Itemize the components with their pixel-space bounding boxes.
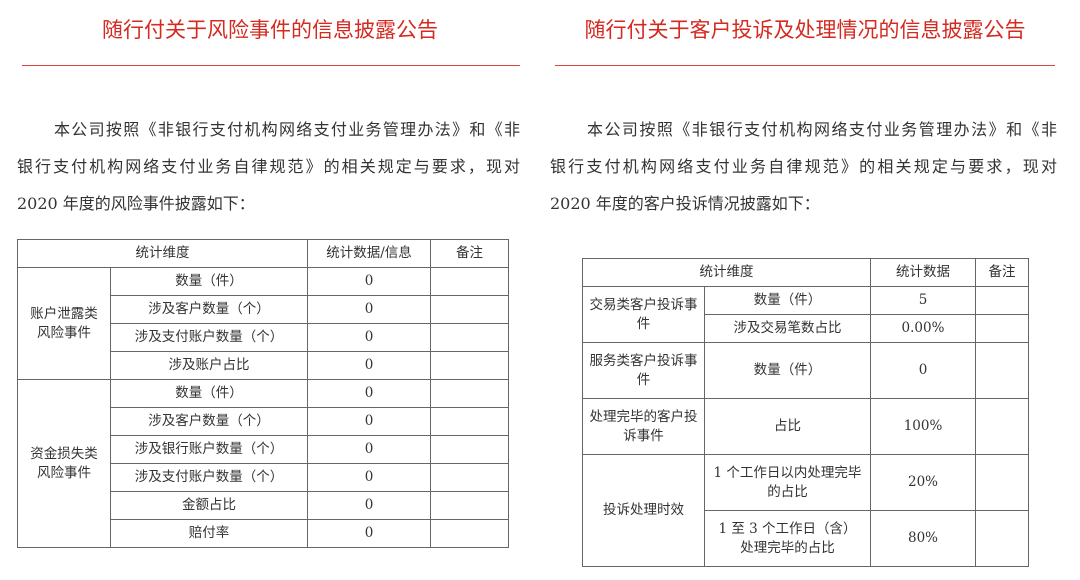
row-value: 0 — [307, 463, 431, 492]
row-item: 涉及客户数量（个） — [110, 295, 308, 324]
row-item: 涉及交易笔数占比 — [704, 314, 871, 343]
row-value: 0 — [870, 342, 976, 399]
table-row: 账户泄露类风险事件 数量（件） 0 — [17, 267, 509, 380]
row-item: 1 个工作日以内处理完毕的占比 — [704, 454, 871, 511]
row-note — [430, 267, 509, 296]
right-intro-line-2: 银行支付机构网络支付业务自律规范》的相关规定与要求，现对 — [550, 157, 1057, 176]
group-name: 资金损失类风险事件 — [17, 379, 111, 548]
left-title: 随行付关于风险事件的信息披露公告 — [102, 18, 438, 42]
row-item: 涉及银行账户数量（个） — [110, 435, 308, 464]
table-row: 涉及交易笔数占比 0.00% — [583, 314, 1029, 343]
row-item: 涉及支付账户数量（个） — [110, 323, 308, 352]
row-item: 数量（件） — [704, 342, 871, 399]
table-row: 资金损失类风险事件 数量（件） 0 — [17, 379, 509, 548]
row-note — [975, 398, 1029, 455]
row-item: 占比 — [704, 398, 871, 455]
left-title-rule — [22, 65, 520, 66]
left-intro-line-2: 银行支付机构网络支付业务自律规范》的相关规定与要求，现对 — [17, 157, 520, 176]
table-header-row: 统计维度 统计数据 备注 — [582, 258, 1029, 287]
group-name: 服务类客户投诉事件 — [582, 342, 705, 399]
left-risk-table: 统计维度 统计数据/信息 备注 账户泄露类风险事件 数量（件） 0 涉及客户数量… — [17, 239, 509, 548]
group-name: 账户泄露类风险事件 — [17, 267, 111, 380]
row-value: 80% — [870, 510, 976, 567]
right-intro-line-3: 2020 年度的客户投诉情况披露如下： — [550, 194, 820, 213]
table-row: 涉及账户占比 0 — [18, 351, 509, 380]
row-note — [430, 295, 509, 324]
row-item: 数量（件） — [704, 286, 871, 315]
row-value: 0 — [307, 435, 431, 464]
row-note — [975, 510, 1029, 567]
row-note — [430, 407, 509, 436]
row-value: 100% — [870, 398, 976, 455]
table-row: 涉及客户数量（个） 0 — [18, 295, 509, 324]
row-item: 数量（件） — [110, 379, 308, 408]
row-value: 0 — [307, 267, 431, 296]
right-intro-line-1: 本公司按照《非银行支付机构网络支付业务管理办法》和《非 — [587, 120, 1057, 139]
row-note — [430, 519, 509, 548]
table-row: 涉及客户数量（个） 0 — [18, 407, 509, 436]
right-title: 随行付关于客户投诉及处理情况的信息披露公告 — [584, 18, 1026, 42]
header-data: 统计数据 — [870, 258, 976, 287]
table-row: 交易类客户投诉事件 数量（件） 5 — [582, 286, 1029, 343]
row-value: 20% — [870, 454, 976, 511]
table-row: 涉及支付账户数量（个） 0 — [18, 463, 509, 492]
table-row: 赔付率 0 — [18, 519, 509, 548]
row-value: 0 — [307, 351, 431, 380]
right-complaint-table: 统计维度 统计数据 备注 交易类客户投诉事件 数量（件） 5 涉及交易笔数占比 … — [582, 258, 1029, 567]
right-title-rule — [555, 65, 1055, 66]
header-dimension: 统计维度 — [17, 239, 308, 268]
row-item: 涉及账户占比 — [110, 351, 308, 380]
row-value: 0 — [307, 295, 431, 324]
row-value: 0 — [307, 323, 431, 352]
row-note — [430, 491, 509, 520]
row-value: 0 — [307, 491, 431, 520]
row-note — [430, 435, 509, 464]
header-data: 统计数据/信息 — [307, 239, 431, 268]
row-item: 涉及支付账户数量（个） — [110, 463, 308, 492]
table-row: 处理完毕的客户投诉事件 占比 100% — [582, 398, 1029, 455]
row-note — [975, 342, 1029, 399]
header-note: 备注 — [975, 258, 1029, 287]
row-value: 0 — [307, 407, 431, 436]
row-item: 金额占比 — [110, 491, 308, 520]
group-name: 投诉处理时效 — [582, 454, 705, 567]
table-row: 金额占比 0 — [18, 491, 509, 520]
table-row: 涉及银行账户数量（个） 0 — [18, 435, 509, 464]
row-item: 涉及客户数量（个） — [110, 407, 308, 436]
row-item: 1 至 3 个工作日（含）处理完毕的占比 — [704, 510, 871, 567]
row-note — [975, 454, 1029, 511]
row-note — [975, 314, 1029, 343]
header-note: 备注 — [430, 239, 509, 268]
row-note — [430, 463, 509, 492]
row-note — [430, 323, 509, 352]
row-item: 数量（件） — [110, 267, 308, 296]
row-value: 0 — [307, 519, 431, 548]
table-row: 服务类客户投诉事件 数量（件） 0 — [582, 342, 1029, 399]
row-note — [430, 379, 509, 408]
table-header-row: 统计维度 统计数据/信息 备注 — [17, 239, 509, 268]
table-row: 投诉处理时效 1 个工作日以内处理完毕的占比 20% — [582, 454, 1029, 567]
row-value: 5 — [870, 286, 976, 315]
row-value: 0.00% — [870, 314, 976, 343]
left-intro-line-1: 本公司按照《非银行支付机构网络支付业务管理办法》和《非 — [54, 120, 520, 139]
group-name: 处理完毕的客户投诉事件 — [582, 398, 705, 455]
table-row: 1 至 3 个工作日（含）处理完毕的占比 80% — [583, 510, 1029, 567]
row-value: 0 — [307, 379, 431, 408]
row-item: 赔付率 — [110, 519, 308, 548]
row-note — [430, 351, 509, 380]
row-note — [975, 286, 1029, 315]
group-name: 交易类客户投诉事件 — [582, 286, 705, 343]
left-intro-line-3: 2020 年度的风险事件披露如下： — [17, 194, 255, 213]
header-dimension: 统计维度 — [582, 258, 871, 287]
